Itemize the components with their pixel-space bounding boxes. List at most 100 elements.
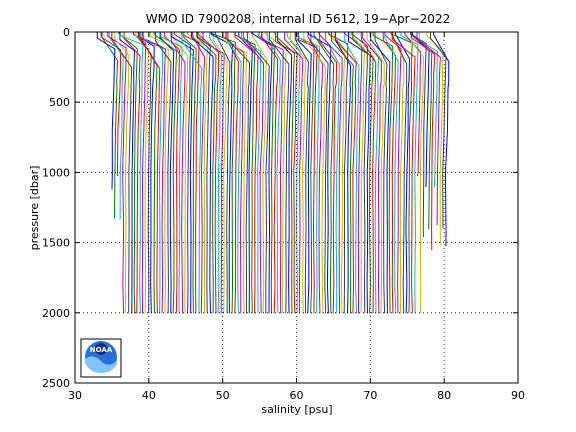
salinity-profile-line [214,32,231,314]
salinity-profile-line [430,32,447,229]
salinity-profile-line [392,32,408,314]
logo-text: NOAA [90,346,113,354]
salinity-profile-line [212,32,228,314]
salinity-profile-line [208,32,222,314]
salinity-profile-line [211,32,237,314]
y-axis-ticks: 0 500 1000 1500 2000 2500 [42,26,518,390]
salinity-profile-line [391,32,416,314]
x-tick-label: 30 [68,389,82,402]
salinity-profile-line [310,32,329,314]
salinity-profile-line [142,32,161,314]
x-axis-ticks: 30 40 50 60 70 80 90 [68,32,525,402]
salinity-profile-line [294,32,309,314]
salinity-profile-line [361,32,382,314]
y-tick-label: 500 [49,96,70,109]
salinity-profile-line [410,32,424,314]
salinity-profile-line [296,32,321,314]
salinity-profile-line [295,32,315,314]
salinity-profile-line [335,32,352,314]
plot-area: 30 40 50 60 70 80 90 0 500 1000 1500 2000 2500 [42,26,525,402]
chart-title: WMO ID 7900208, internal ID 5612, 19−Apr… [146,12,450,26]
salinity-profile-line [344,32,360,314]
salinity-profile-line [183,32,197,314]
salinity-profile-line [370,32,391,314]
salinity-profile-line [330,32,354,314]
logo-gull-icon [95,343,107,355]
salinity-profile-line [343,32,363,314]
logo-wave-icon [85,356,117,373]
salinity-profile-line [155,32,172,314]
x-tick-label: 80 [437,389,451,402]
salinity-profile-line [328,32,349,314]
salinity-profile-line [234,32,256,314]
y-tick-label: 1500 [42,237,70,250]
salinity-profile-line [170,32,186,314]
salinity-profile-line [224,32,242,314]
salinity-profile-line [266,32,281,314]
salinity-profile-line [404,32,422,177]
x-axis-label: salinity [psu] [261,403,332,416]
x-tick-label: 50 [216,389,230,402]
salinity-profile-line [303,32,326,314]
salinity-profile-line [234,32,259,314]
salinity-profile-line [261,32,279,314]
salinity-profile-line [394,32,410,314]
salinity-profile-line [384,32,402,314]
salinity-profile-line [366,32,385,314]
salinity-profile-line [119,32,136,314]
salinity-profile-line [173,32,192,314]
salinity-profile-line [313,32,335,314]
salinity-profile-line [149,32,169,314]
salinity-profile-line [192,32,206,314]
salinity-profile-line [264,32,287,314]
x-tick-label: 40 [142,389,156,402]
salinity-profile-line [251,32,273,314]
salinity-profile-line [107,32,127,314]
salinity-profile-line [410,32,433,230]
salinity-profile-line [416,32,441,226]
salinity-profile-line [390,32,413,314]
salinity-profile-line [191,32,214,314]
salinity-profile-line [171,32,189,314]
salinity-profile-line [100,32,119,219]
salinity-profile-line [400,32,419,314]
salinity-profile-line [142,32,166,314]
salinity-profile-line [286,32,301,314]
salinity-profile-line [275,32,298,314]
salinity-profile-line [118,32,138,314]
salinity-profile-line [261,32,284,314]
salinity-profile-line [318,32,343,314]
salinity-profile-line [390,32,405,314]
salinity-profile-line [319,32,338,314]
y-tick-label: 1000 [42,166,70,179]
salinity-profile-line [181,32,203,314]
salinity-profile-line [418,32,439,188]
salinity-profile-line [240,32,262,314]
salinity-profile-line [123,32,141,314]
salinity-profile-line [348,32,371,314]
salinity-profile-line [140,32,164,314]
salinity-profile-line [361,32,377,314]
salinity-profile-line [101,32,121,176]
salinity-profile-line [180,32,200,314]
salinity-profile-line [170,32,194,314]
salinity-profile-line [120,32,144,314]
salinity-profile-line [197,32,220,314]
salinity-profile-line [268,32,290,314]
salinity-profile-line [202,32,225,314]
y-axis-label: pressure [dbar] [28,166,41,251]
salinity-profile-line [250,32,267,314]
noaa-logo: NOAA [80,338,122,378]
salinity-profile-line [186,32,208,314]
y-tick-label: 2000 [42,307,70,320]
salinity-profile-line [307,32,323,314]
salinity-profile-line [160,32,183,314]
salinity-profile-line [334,32,357,314]
salinity-profile-line [307,32,332,314]
salinity-profile-line [96,32,116,190]
salinity-profiles [96,32,450,314]
salinity-profile-line [137,32,152,314]
salinity-profile-line [284,32,304,314]
salinity-profile-line [410,32,436,251]
